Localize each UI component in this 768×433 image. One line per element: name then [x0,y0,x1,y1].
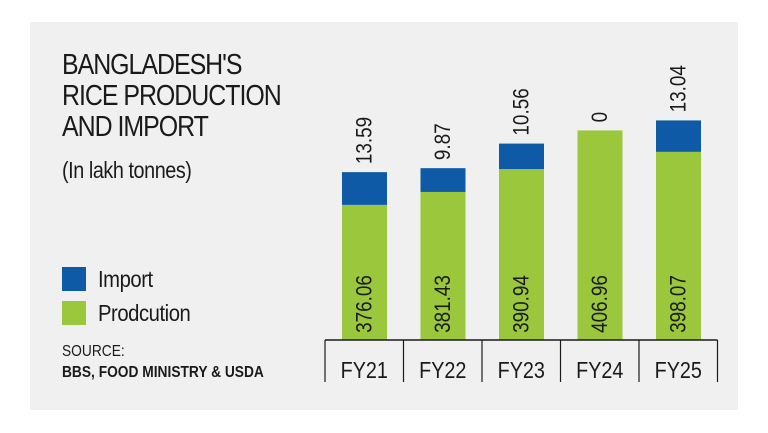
bar-import-fy23 [499,143,544,170]
legend-swatch-import [62,267,86,291]
label-production-fy24: 406.96 [588,275,613,333]
label-production-fy23: 390.94 [509,275,534,333]
label-import-fy21: 13.59 [352,117,377,164]
tick-label-fy23: FY23 [498,358,545,384]
source-text: BBS, FOOD MINISTRY & USDA [62,364,264,381]
bar-import-fy25 [656,120,701,152]
legend-label-production: Prodcution [98,299,191,326]
label-production-fy21: 376.06 [352,275,377,333]
bar-production-fy24 [577,130,623,340]
label-production-fy22: 381.43 [431,275,456,333]
label-import-fy24: 0 [588,112,613,123]
label-import-fy22: 9.87 [431,123,456,160]
bar-production-fy21 [342,204,387,340]
bar-production-fy22 [420,191,466,340]
legend-label-import: Import [98,265,153,292]
legend-swatch-production [62,301,86,325]
chart-subtitle: (In lakh tonnes) [62,157,192,183]
tick-label-fy22: FY22 [419,358,466,384]
legend: Import Prodcution [62,262,203,330]
bar-production-fy25 [656,151,701,340]
bar-production-fy23 [499,169,544,340]
label-import-fy25: 13.04 [666,65,691,112]
source-label: SOURCE: [62,343,125,360]
legend-item-production: Prodcution [62,296,203,330]
legend-item-import: Import [62,262,203,296]
bar-import-fy22 [420,168,466,192]
tick-label-fy21: FY21 [341,358,388,384]
label-import-fy23: 10.56 [509,88,534,135]
tick-label-fy24: FY24 [576,358,623,384]
tick-label-fy25: FY25 [655,358,702,384]
bar-import-fy21 [342,172,387,205]
chart-title: BANGLADESH'S RICE PRODUCTION AND IMPORT [62,49,282,143]
label-production-fy25: 398.07 [666,275,691,333]
